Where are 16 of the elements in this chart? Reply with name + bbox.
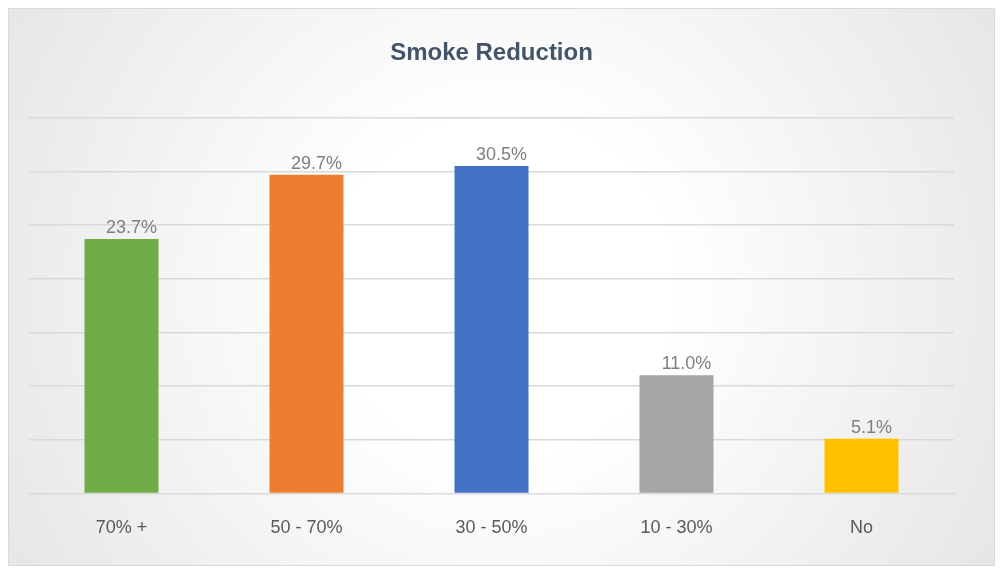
bar <box>454 166 529 493</box>
data-label: 11.0% <box>661 353 712 374</box>
bar <box>824 438 899 493</box>
x-tick-label: No <box>849 517 874 538</box>
x-tick-label: 10 - 30% <box>640 517 713 538</box>
bar <box>269 174 344 493</box>
x-tick-label: 30 - 50% <box>455 517 528 538</box>
bar <box>639 375 714 493</box>
data-label: 30.5% <box>475 144 528 165</box>
data-label: 5.1% <box>850 416 893 437</box>
data-label: 23.7% <box>105 217 158 238</box>
bar <box>84 239 159 493</box>
data-label: 29.7% <box>290 152 343 173</box>
x-tick-label: 50 - 70% <box>270 517 343 538</box>
chart-title: Smoke Reduction <box>390 38 593 66</box>
x-tick-label: 70% + <box>95 517 148 538</box>
